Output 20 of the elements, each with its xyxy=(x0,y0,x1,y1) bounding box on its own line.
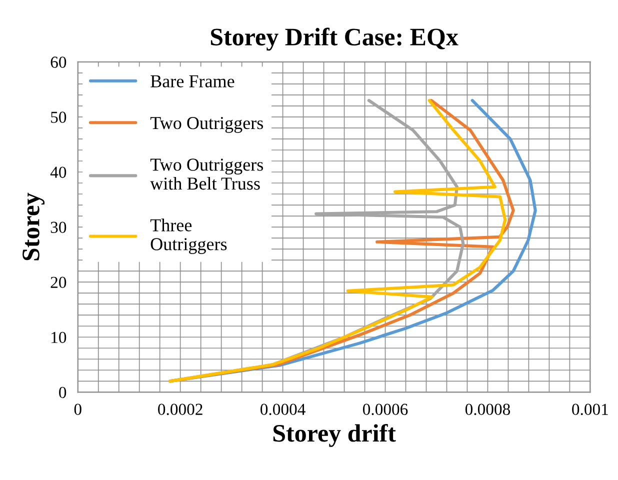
legend-label: Two Outriggers xyxy=(150,117,264,133)
y-tick-label: 10 xyxy=(52,332,66,344)
legend-label: Bare Frame xyxy=(150,75,234,88)
y-tick-label: 40 xyxy=(50,166,66,178)
y-tick-label: 30 xyxy=(50,222,66,233)
legend-label: Three Outriggers xyxy=(150,218,227,254)
y-tick-label: 20 xyxy=(50,276,66,288)
x-tick-label: 0 xyxy=(74,404,82,415)
y-tick-label: 0 xyxy=(59,386,66,398)
x-tick-label: 0.0008 xyxy=(465,404,510,416)
x-tick-label: 0.001 xyxy=(572,404,608,416)
chart-title: Storey Drift Case: EQx xyxy=(210,28,458,51)
y-axis-title: Storey xyxy=(22,192,45,260)
x-axis-title: Storey drift xyxy=(273,424,396,447)
legend-label: Two Outriggers with Belt Truss xyxy=(150,158,264,190)
y-tick-label: 50 xyxy=(51,112,66,123)
x-tick-label: 0.0002 xyxy=(158,404,202,416)
y-tick-label: 60 xyxy=(50,56,66,68)
x-tick-label: 0.0004 xyxy=(260,404,306,416)
x-tick-label: 0.0006 xyxy=(362,404,408,416)
